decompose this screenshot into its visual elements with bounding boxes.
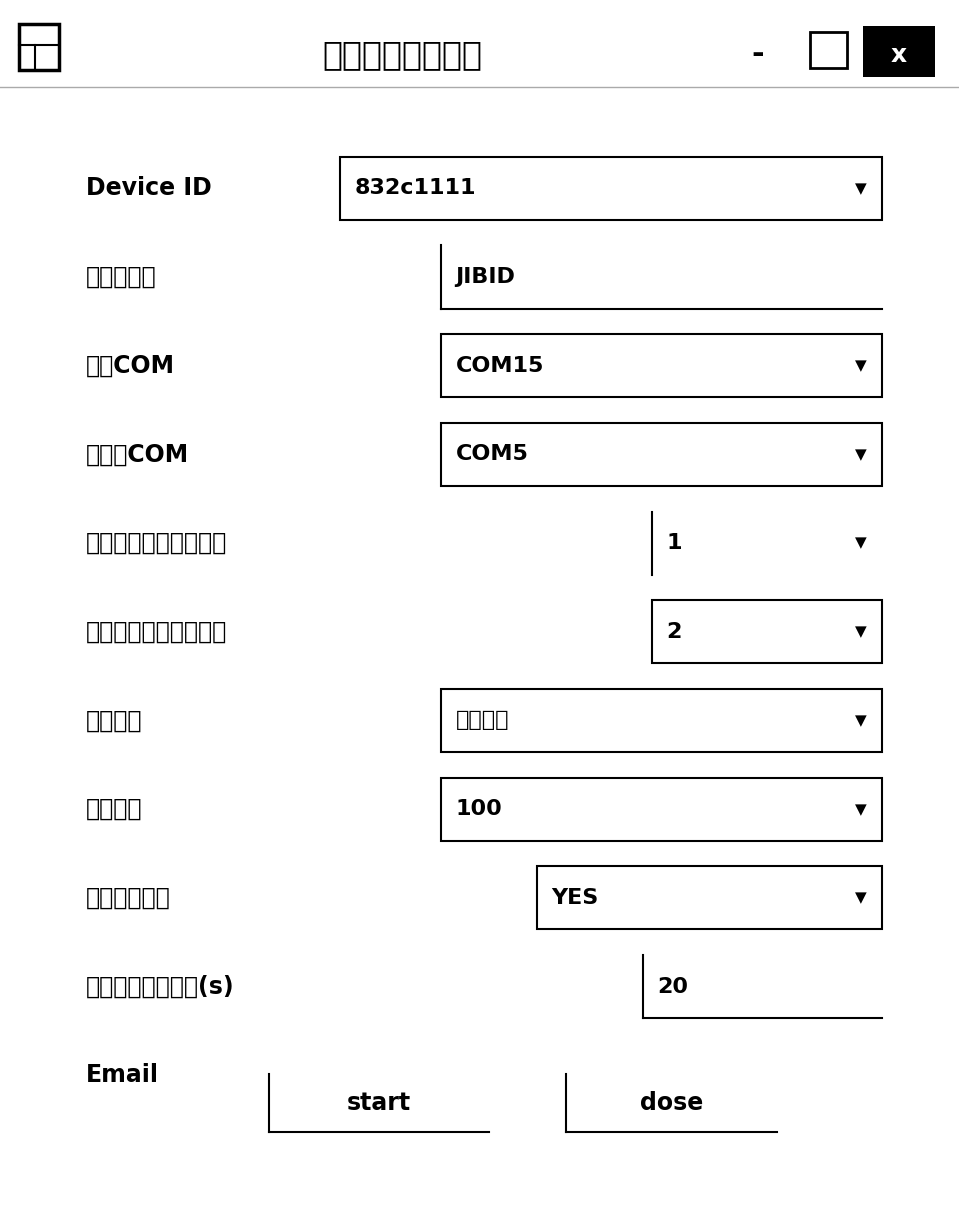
Text: Device ID: Device ID [86,176,212,200]
Text: 100: 100 [456,799,503,819]
Text: 手机充电线继电器节点: 手机充电线继电器节点 [86,531,227,555]
Bar [19,24,59,70]
Text: ▼: ▼ [855,802,867,816]
Text: Email: Email [86,1063,159,1087]
Bar [340,157,882,220]
Bar [537,866,882,929]
Text: 手机开机线继电器节点: 手机开机线继电器节点 [86,620,227,644]
Text: 1: 1 [667,533,682,553]
Text: start: start [347,1091,410,1115]
Bar [810,32,847,68]
Text: ▼: ▼ [855,181,867,196]
Text: 2: 2 [667,622,682,642]
Text: COM15: COM15 [456,356,544,375]
Text: YES: YES [551,888,598,908]
Bar [652,600,882,663]
Text: 电流表COM: 电流表COM [86,442,190,467]
Text: ▼: ▼ [855,536,867,550]
Text: -: - [751,40,764,69]
Bar [441,423,882,486]
Text: ▼: ▼ [855,891,867,905]
Text: 832c1111: 832c1111 [355,179,477,198]
Bar [441,778,882,841]
Text: 继电器编号: 继电器编号 [86,265,157,289]
Text: 20: 20 [657,977,688,996]
Text: 放电电量: 放电电量 [86,797,143,821]
Bar [863,26,935,77]
Text: x: x [891,43,906,67]
Text: 电量测试启动界面: 电量测试启动界面 [323,38,482,72]
Text: 充电模式: 充电模式 [86,708,143,733]
Bar [441,689,882,752]
Text: COM5: COM5 [456,445,528,464]
Text: ▼: ▼ [855,713,867,728]
Text: 记录电流间隔时间(s): 记录电流间隔时间(s) [86,974,235,999]
Text: ▼: ▼ [855,625,867,639]
Bar [441,334,882,397]
Text: ▼: ▼ [855,447,867,462]
Text: JIBID: JIBID [456,267,515,287]
Text: dose: dose [640,1091,703,1115]
Text: 是否记录电流: 是否记录电流 [86,886,171,910]
Text: 手机COM: 手机COM [86,354,175,378]
Text: 开机充电: 开机充电 [456,711,509,730]
Text: ▼: ▼ [855,358,867,373]
